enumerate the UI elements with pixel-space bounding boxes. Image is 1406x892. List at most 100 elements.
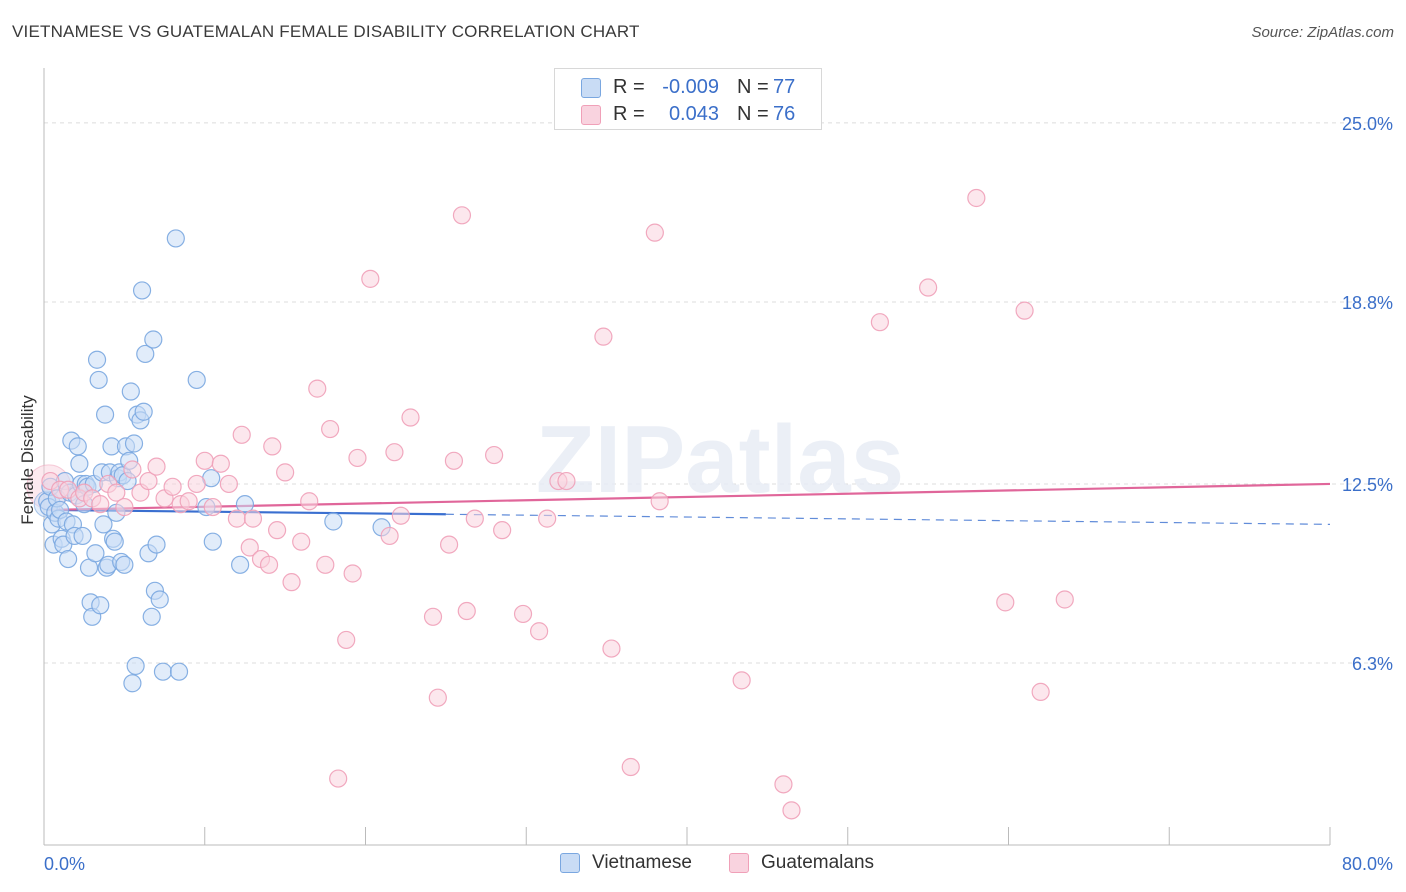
guatemalans-point [232,425,251,444]
guatemalans-point [428,688,447,707]
y-tick-label: 6.3% [1352,654,1393,674]
vietnamese-point [147,535,166,554]
guatemalans-point [267,521,287,540]
vietnamese-point [87,350,107,369]
guatemalans-point [423,607,443,626]
guatemalans-point [263,437,282,456]
vietnamese-point [89,370,108,390]
guatemalans-point [361,269,380,288]
guatemalans-point [493,521,512,540]
vietnamese-point [124,434,144,453]
y-tick-label: 18.8% [1342,293,1393,313]
y-tick-label: 25.0% [1342,114,1393,134]
guatemalans-point [107,483,126,502]
stats-legend: R = -0.009 N = 77 R = 0.043 N = 76 [554,68,822,130]
guatemalans-point [452,206,472,225]
r-value: -0.009 [662,76,719,98]
guatemalans-swatch [581,105,601,125]
guatemalans-point [650,492,669,511]
watermark: ZIPatlas [536,406,904,513]
guatemalans-point [485,445,504,465]
x-tick-label: 80.0% [1342,854,1393,874]
guatemalans-point [300,492,319,511]
vietnamese-point [187,370,206,390]
guatemalans-point [227,509,246,528]
guatemalans-point [348,448,367,468]
vietnamese-point [231,555,250,574]
guatemalans-point [147,457,166,476]
guatemalans-point [465,509,484,528]
guatemalans-point [91,495,110,514]
guatemalans-point [163,477,182,496]
guatemalans-legend-label: Guatemalans [761,852,875,873]
guatemalans-point [513,604,533,624]
vietnamese-point [169,662,189,681]
guatemalans-point [219,474,238,494]
vietnamese-point [142,607,161,626]
vietnamese-point [94,515,113,534]
axes [43,68,1331,846]
guatemalans-point [594,327,613,346]
guatemalans-point [259,555,279,574]
guatemalans-point [996,593,1015,612]
guatemalans-point [187,474,206,494]
guatemalans-point [439,535,459,554]
guatemalans-point [179,492,198,511]
guatemalans-point [870,313,890,332]
vietnamese-point [235,495,255,514]
guatemalans-point [380,526,399,546]
tick-labels: 6.3% 12.5% 18.8% 25.0% 0.0% 80.0% [44,114,1393,874]
guatemalans-point [391,506,410,525]
source-label: Source: ZipAtlas.com [1251,24,1394,41]
guatemalans-trend-line [47,482,1331,512]
vietnamese-point [91,596,110,615]
guatemalans-point [732,671,751,690]
guatemalans-point [211,454,230,473]
guatemalans-point [1031,682,1050,702]
guatemalans-point [240,538,259,557]
vietnamese-point [95,405,115,424]
y-axis-label: Female Disability [18,395,37,525]
vietnamese-legend-label: Vietnamese [592,852,692,873]
guatemalans-point [329,769,348,788]
guatemalans-point [444,451,464,470]
vietnamese-point [324,512,343,531]
vietnamese-point [115,555,134,574]
guatemalans-point [123,460,142,479]
guatemalans-point [1055,590,1074,609]
guatemalans-point [919,278,938,297]
guatemalans-point [139,471,158,491]
legend-row-vietnamese: R = -0.009 N = 77 [555,74,821,102]
guatemalans-point [782,801,801,820]
vietnamese-trend-line-extrapolated [445,513,1331,525]
legend-row-guatemalans: R = 0.043 N = 76 [555,101,821,129]
guatemalans-point [292,532,311,551]
vietnamese-point [126,656,145,676]
guatemalans-point [195,451,214,470]
vietnamese-point [86,544,105,563]
guatemalans-point [337,630,356,650]
guatemalans-point [621,757,640,777]
n-value: 76 [773,103,796,125]
vietnamese-point [203,532,222,551]
guatemalans-point [282,573,301,592]
vietnamese-point [59,549,78,569]
guatemalans-point [243,509,263,528]
guatemalans-point [1015,301,1034,320]
vietnamese-swatch [581,78,601,98]
vietnamese-point [134,402,153,421]
guatemalans-point [115,497,134,517]
x-tick-label: 0.0% [44,854,85,874]
n-label: N = [737,76,769,98]
vietnamese-legend-swatch [560,853,580,873]
vietnamese-point [105,532,124,551]
n-value: 77 [773,76,796,98]
data-points [26,188,1074,820]
guatemalans-point [457,601,476,621]
vietnamese-point [121,382,140,401]
guatemalans-point [385,443,404,462]
guatemalans-point [316,555,335,574]
guatemalans-point [967,188,986,208]
r-value: 0.043 [668,103,719,125]
guatemalans-point [321,419,340,439]
